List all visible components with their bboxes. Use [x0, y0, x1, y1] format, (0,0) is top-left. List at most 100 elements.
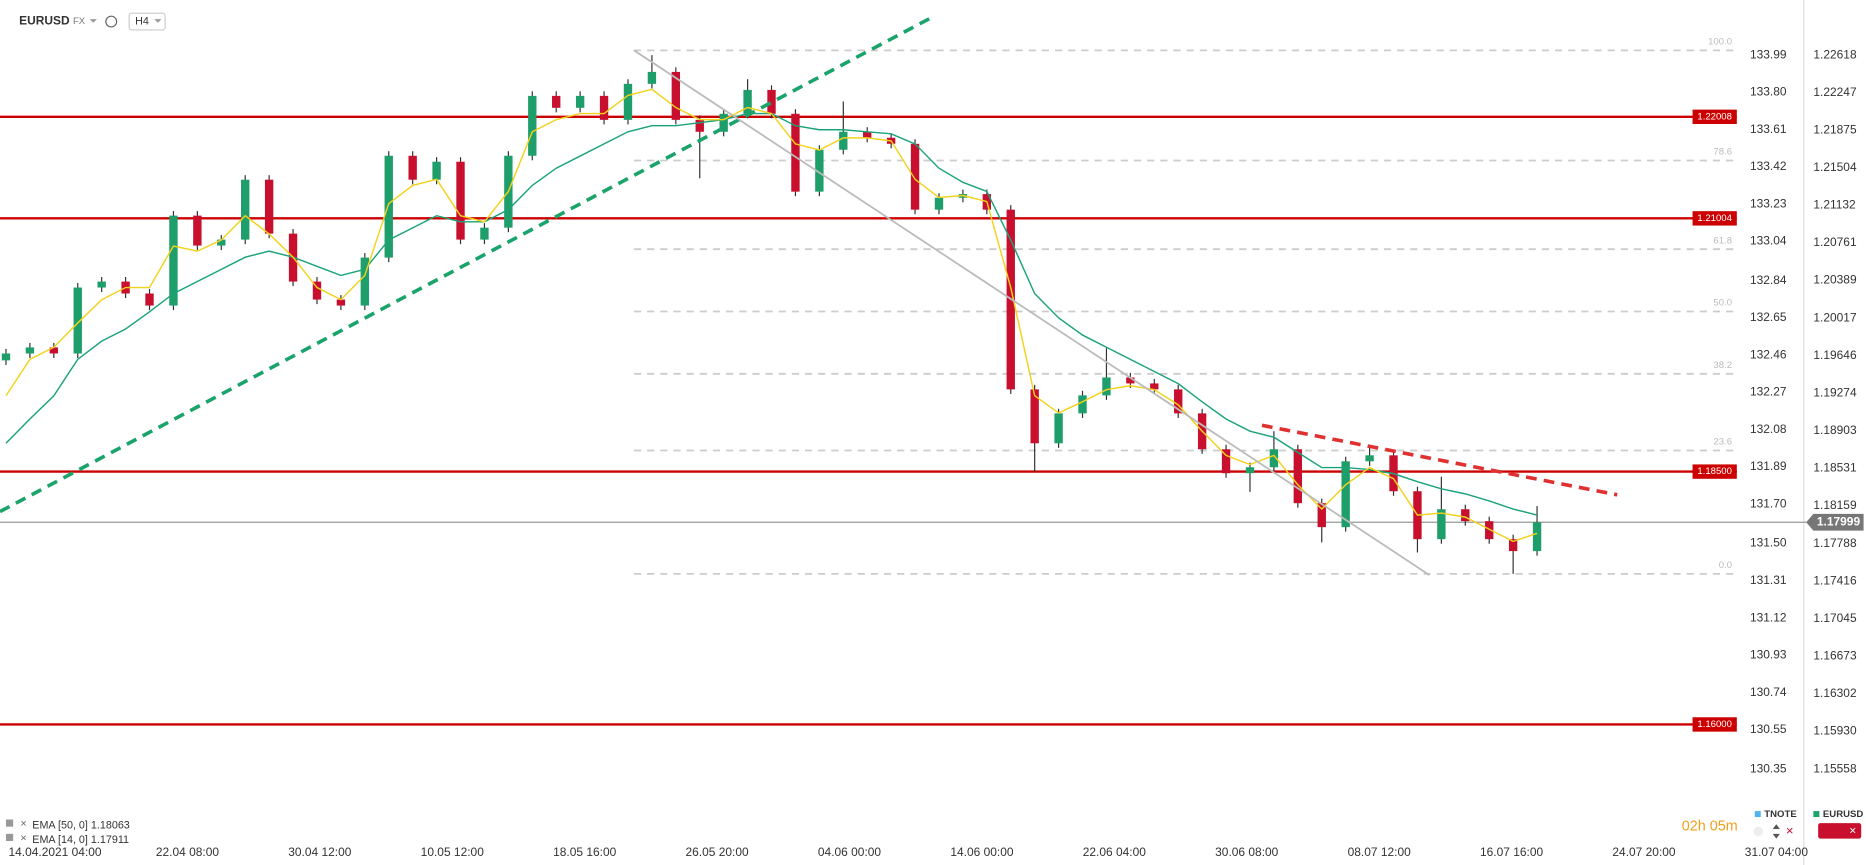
- timer: 02h 05m: [1682, 818, 1738, 834]
- candle-body: [384, 155, 393, 258]
- x-tick-label: 22.06 04:00: [1083, 845, 1147, 859]
- candle-body: [1269, 449, 1279, 468]
- indicator-legend: × EMA [50, 0] 1.18063 × EMA [14, 0] 1.17…: [5, 818, 130, 846]
- y-tick-label: 1.21504: [1813, 160, 1857, 174]
- symbol[interactable]: EURUSD: [19, 14, 70, 28]
- candle-body: [49, 347, 59, 354]
- dropdown-icon: [154, 19, 162, 23]
- candle-body: [767, 89, 776, 114]
- y-tick-label: 1.15930: [1813, 724, 1857, 738]
- candle-body: [599, 95, 609, 120]
- candle-body: [408, 155, 417, 180]
- fib-label: 23.6: [1713, 437, 1732, 448]
- y2-tick-label: 130.35: [1750, 761, 1787, 775]
- y2-tick-label: 133.23: [1750, 196, 1787, 210]
- y2-tick-label: 132.46: [1750, 347, 1787, 361]
- level-label-box: [1692, 717, 1737, 732]
- info-icon[interactable]: [105, 15, 118, 28]
- legend-icon[interactable]: [5, 833, 14, 842]
- legend-entry: EMA [50, 0] 1.18063: [32, 819, 130, 831]
- y-tick-label: 1.21132: [1813, 198, 1856, 212]
- level-label: 1.18500: [1697, 466, 1732, 477]
- legend-close[interactable]: ×: [20, 818, 26, 830]
- y-tick-label: 1.16673: [1813, 649, 1857, 663]
- candle-body: [73, 287, 82, 354]
- candle-body: [1341, 461, 1350, 528]
- instrument-label[interactable]: EURUSD: [1823, 809, 1863, 820]
- candle-body: [193, 215, 202, 246]
- fib-label: 100.0: [1708, 37, 1732, 48]
- market: FX: [73, 16, 86, 27]
- candle-body: [575, 95, 585, 108]
- y-tick-label: 1.20389: [1813, 273, 1857, 287]
- y2-tick-label: 133.42: [1750, 159, 1787, 173]
- level-label: 1.16000: [1697, 719, 1732, 730]
- x-tick-label: 31.07 04:00: [1745, 845, 1809, 859]
- order-icon[interactable]: [1772, 824, 1780, 839]
- candle-body: [1437, 509, 1446, 540]
- candle-body: [1150, 383, 1159, 390]
- candle-body: [1174, 389, 1183, 414]
- fib-label: 78.6: [1713, 147, 1732, 158]
- fib-label: 61.8: [1713, 235, 1732, 246]
- y-tick-label: 1.19274: [1813, 385, 1857, 399]
- y2-tick-label: 132.65: [1750, 310, 1787, 324]
- remove-button[interactable]: [1818, 823, 1862, 839]
- timeframe-box[interactable]: [128, 12, 166, 31]
- candle-body: [623, 83, 633, 120]
- candle-body: [217, 239, 226, 246]
- eye-icon[interactable]: [1753, 826, 1764, 837]
- y2-tick-label: 133.61: [1750, 122, 1787, 136]
- trendline[interactable]: [633, 49, 1430, 576]
- timeframe[interactable]: H4: [135, 15, 149, 27]
- candle-body: [1532, 522, 1542, 552]
- legend-name: EMA [14, 0]: [32, 834, 88, 846]
- candle-body: [1054, 413, 1063, 444]
- y-tick-label: 1.19646: [1813, 348, 1857, 362]
- candle-body: [671, 71, 681, 120]
- x-tick-label: 18.05 16:00: [553, 845, 617, 859]
- fib-label: 38.2: [1713, 360, 1732, 371]
- legend-name: EMA [50, 0]: [32, 819, 88, 831]
- candle-body: [97, 281, 106, 288]
- y-tick-label: 1.17416: [1813, 573, 1857, 587]
- trendline[interactable]: [1261, 423, 1618, 497]
- candle-body: [1126, 377, 1135, 384]
- y2-tick-label: 132.08: [1750, 422, 1787, 436]
- candle-body: [336, 299, 346, 306]
- remove-icon[interactable]: ×: [1849, 824, 1856, 838]
- candle-body: [360, 257, 370, 306]
- current-price-label: 1.17999: [1817, 514, 1861, 528]
- level-label-box: [1692, 211, 1737, 226]
- y-tick-label: 1.20017: [1813, 310, 1857, 324]
- y2-tick-label: 131.89: [1750, 459, 1787, 473]
- y-tick-label: 1.22247: [1813, 85, 1857, 99]
- candle-body: [145, 293, 154, 306]
- legend-icon[interactable]: [5, 819, 14, 827]
- level-label-box: [1692, 464, 1737, 479]
- y2-tick-label: 131.12: [1750, 610, 1787, 624]
- y-tick-label: 1.18159: [1813, 498, 1857, 512]
- candle-body: [25, 347, 35, 354]
- remove-icon[interactable]: ×: [1786, 823, 1794, 838]
- candle-body: [934, 197, 944, 210]
- candle-body: [791, 113, 800, 192]
- instrument-swatch: [1813, 811, 1820, 818]
- trendline[interactable]: [0, 15, 934, 514]
- dropdown-icon[interactable]: [89, 19, 97, 23]
- candle-body: [910, 143, 920, 210]
- instrument-label[interactable]: TNOTE: [1764, 809, 1796, 820]
- y-tick-label: 1.22618: [1813, 47, 1857, 61]
- candle-body: [863, 131, 872, 138]
- x-tick-label: 08.07 12:00: [1348, 845, 1412, 859]
- y-tick-label: 1.15558: [1813, 761, 1857, 775]
- candle-body: [312, 281, 322, 300]
- legend-close[interactable]: ×: [20, 832, 26, 844]
- x-tick-label: 30.04 12:00: [288, 845, 352, 859]
- y-tick-label: 1.21875: [1813, 122, 1857, 136]
- candle-body: [552, 95, 561, 108]
- y2-tick-label: 132.84: [1750, 273, 1787, 287]
- level-label: 1.21004: [1697, 213, 1732, 224]
